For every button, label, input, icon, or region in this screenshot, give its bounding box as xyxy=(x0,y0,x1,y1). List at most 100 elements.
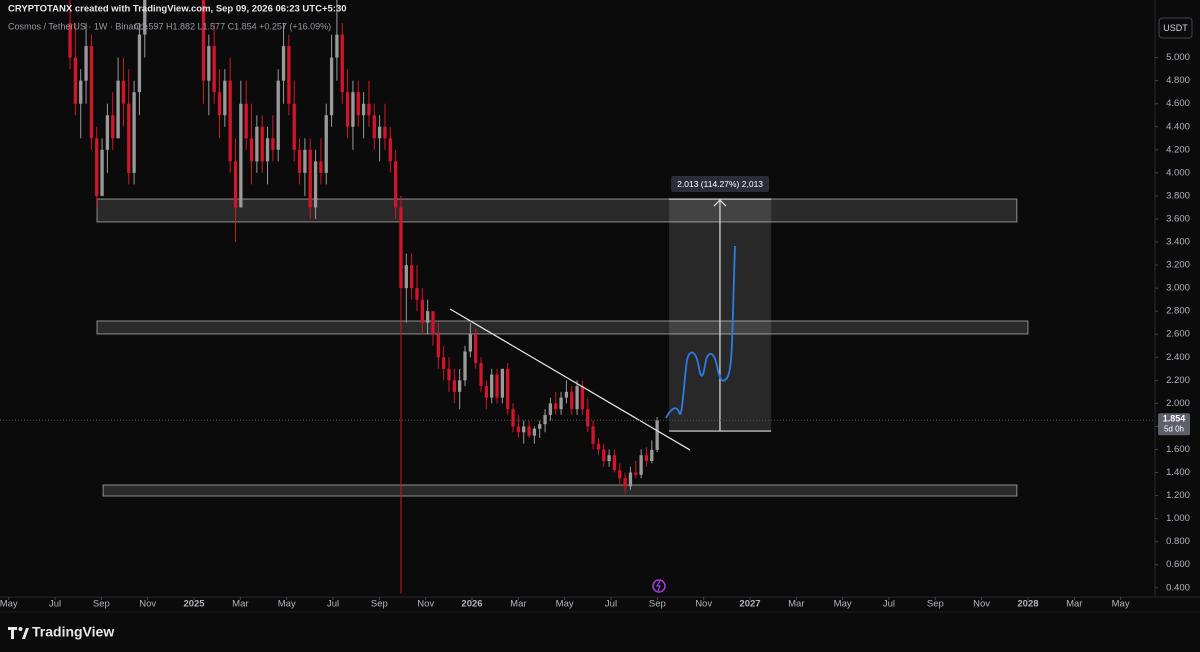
x-tick-label: Nov xyxy=(695,599,712,610)
last-price-box xyxy=(1158,413,1190,436)
y-tick-label: 1.600 xyxy=(1166,444,1190,455)
x-tick-label: May xyxy=(834,599,852,610)
candle-body xyxy=(431,311,435,335)
candle-body xyxy=(425,311,430,323)
candle-body xyxy=(335,34,339,58)
y-tick-label: 2.600 xyxy=(1166,329,1190,340)
candle-body xyxy=(463,351,467,381)
candle-body xyxy=(116,80,120,139)
candle-body xyxy=(297,149,302,173)
candle-body xyxy=(644,455,649,462)
candle-body xyxy=(351,92,355,127)
x-tick-label: Sep xyxy=(649,599,666,610)
candle-body xyxy=(596,443,601,450)
y-tick-label: 1.200 xyxy=(1166,490,1190,501)
candle-body xyxy=(436,334,440,358)
candle-body xyxy=(447,368,451,381)
candle-body xyxy=(420,299,424,323)
y-tick-label: 1.000 xyxy=(1166,513,1190,524)
last-price-label: 1.854 xyxy=(1163,414,1186,424)
header: CRYPTOTANX created with TradingView.com,… xyxy=(8,4,347,15)
events-icon[interactable] xyxy=(652,579,666,593)
candle-body xyxy=(329,57,334,116)
y-tick-label: 2.400 xyxy=(1166,352,1190,363)
candle-body xyxy=(260,126,264,162)
y-tick-label: 4.200 xyxy=(1166,144,1190,155)
candle-body xyxy=(201,0,206,81)
x-tick-label: Mar xyxy=(1066,599,1082,610)
candle-body xyxy=(655,420,659,450)
candle-body xyxy=(393,161,398,208)
candle-body xyxy=(441,357,446,369)
candle-body xyxy=(255,126,259,162)
countdown: 5d 0h xyxy=(1164,424,1184,433)
candle-body xyxy=(105,115,110,150)
zone xyxy=(96,198,1018,223)
candle-body xyxy=(399,207,403,289)
candle-body xyxy=(522,426,526,433)
x-tick-label: Jul xyxy=(605,599,617,610)
candle-body xyxy=(570,391,574,410)
projection-label: 2.013 (114.27%) 2,013 xyxy=(677,179,763,189)
x-tick-label: 2027 xyxy=(739,599,760,610)
candle-body xyxy=(345,92,350,127)
candle-body xyxy=(474,334,478,364)
candle-body xyxy=(628,472,633,487)
candle-body xyxy=(564,391,569,398)
candle-body xyxy=(95,138,99,196)
x-tick-label: Mar xyxy=(788,599,804,610)
candle-body xyxy=(506,368,510,410)
zone xyxy=(102,484,1018,497)
candle-body xyxy=(361,103,366,116)
x-tick-label: Sep xyxy=(371,599,388,610)
forecast-sketch xyxy=(665,245,736,419)
x-tick-label: May xyxy=(556,599,574,610)
candle-body xyxy=(634,472,638,475)
candle-body xyxy=(271,138,275,150)
candle-body xyxy=(559,397,563,410)
y-tick-label: 3.000 xyxy=(1166,283,1190,294)
candle-body xyxy=(516,426,521,433)
x-tick-label: 2025 xyxy=(183,599,205,610)
axes: 0.4000.6000.8001.0001.2001.4001.6001.800… xyxy=(0,52,1190,609)
brand: TradingView xyxy=(32,624,114,640)
x-tick-label: Nov xyxy=(973,599,990,610)
y-tick-label: 0.800 xyxy=(1166,536,1190,547)
candle-body xyxy=(228,80,232,162)
candle-body xyxy=(313,161,318,208)
candle-body xyxy=(233,161,238,208)
symbol: Cosmos / TetherUS · 1W · Binance xyxy=(8,21,148,31)
x-tick-label: 2028 xyxy=(1017,599,1038,610)
plot-area xyxy=(0,0,1155,594)
candle-body xyxy=(650,449,654,462)
x-tick-label: Jul xyxy=(883,599,895,610)
candle-body xyxy=(479,363,483,387)
candle-body xyxy=(340,34,344,93)
candle-body xyxy=(458,380,462,392)
candle-body xyxy=(212,46,216,93)
candle-body xyxy=(377,126,382,139)
x-tick-label: Nov xyxy=(139,599,156,610)
candle-body xyxy=(484,386,489,398)
candle-body xyxy=(586,409,590,427)
candle-body xyxy=(111,115,115,139)
candle-body xyxy=(543,414,547,425)
candle-body xyxy=(79,80,83,104)
candle-body xyxy=(372,115,376,139)
candle-body xyxy=(404,265,408,289)
x-tick-label: Nov xyxy=(417,599,434,610)
candle-body xyxy=(324,115,328,173)
currency[interactable]: USDT xyxy=(1163,23,1188,33)
x-tick-label: May xyxy=(278,599,296,610)
currency-box[interactable] xyxy=(1158,17,1193,39)
candle-body xyxy=(137,34,142,93)
candle-body xyxy=(281,46,286,81)
candle-body xyxy=(612,455,617,471)
candle-body xyxy=(356,92,360,116)
y-tick-label: 4.000 xyxy=(1166,167,1190,178)
candle-body xyxy=(217,92,222,116)
x-tick-label: Sep xyxy=(927,599,944,610)
